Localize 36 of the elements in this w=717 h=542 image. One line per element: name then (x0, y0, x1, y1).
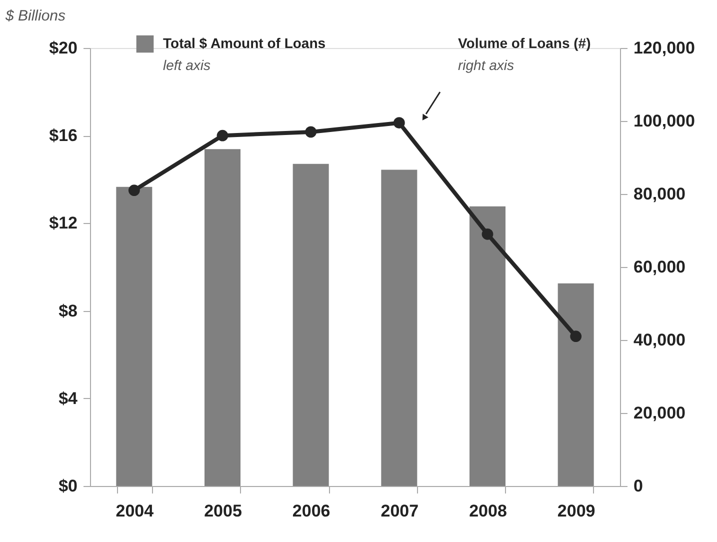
y2-tick-label: 40,000 (634, 330, 686, 350)
point (305, 126, 317, 138)
point (216, 130, 228, 142)
annotation: left axis (163, 57, 210, 73)
legend-label: Total $ Amount of Loans (163, 35, 326, 51)
x-tick-label: 2004 (116, 502, 154, 520)
x-tick-label: 2006 (292, 502, 330, 520)
bar (470, 206, 506, 486)
y-tick-label: $16 (49, 126, 78, 146)
point (482, 228, 494, 240)
bar (116, 186, 152, 486)
point (128, 184, 140, 196)
y-tick-label: $12 (49, 214, 78, 233)
y2-tick-label: 80,000 (634, 184, 686, 204)
y2-tick-label: 0 (634, 476, 643, 496)
annotation: right axis (458, 57, 514, 73)
y2-tick-label: 20,000 (634, 404, 686, 422)
y2-tick-label: 100,000 (634, 112, 695, 130)
y-axis-title: $ Billions (4, 8, 66, 24)
bar (558, 283, 594, 486)
x-tick-label: 2009 (557, 502, 596, 520)
y2-tick-label: 60,000 (634, 258, 686, 276)
y2-tick-label: 120,000 (634, 38, 695, 58)
y-tick-label: $8 (58, 301, 78, 320)
y-tick-label: $20 (49, 38, 78, 58)
point (393, 117, 405, 129)
bar (292, 164, 329, 486)
text: Volume of Loans (#) (458, 35, 591, 51)
point (570, 330, 582, 342)
bar (381, 170, 418, 486)
x-tick-label: 2005 (204, 502, 242, 520)
x-tick-label: 2008 (469, 502, 507, 520)
x-tick-label: 2007 (380, 502, 419, 520)
y-tick-label: $0 (58, 476, 78, 496)
y-tick-label: $4 (58, 388, 78, 408)
bar (204, 149, 240, 486)
